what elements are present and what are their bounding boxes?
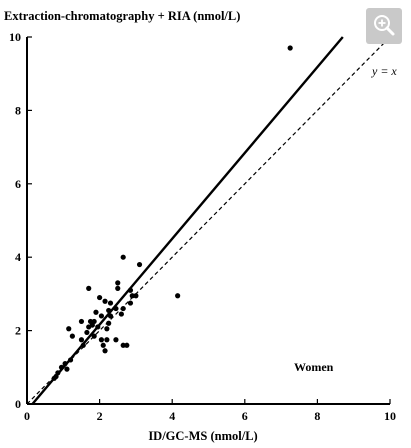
chart-title: Extraction-chromatography + RIA (nmol/L) <box>4 9 240 23</box>
identity-line-label: y = x <box>371 64 397 78</box>
data-point <box>98 337 105 343</box>
data-point <box>106 320 112 326</box>
data-point <box>175 293 181 299</box>
data-point <box>78 318 85 325</box>
y-tick-label: 8 <box>15 103 21 117</box>
data-point <box>120 254 126 260</box>
data-point <box>58 364 65 370</box>
zoom-button[interactable] <box>366 8 402 44</box>
data-point <box>67 357 74 363</box>
data-point <box>136 261 143 268</box>
data-point <box>127 300 134 306</box>
data-point <box>95 324 101 330</box>
identity-line <box>26 36 391 405</box>
data-point <box>98 313 105 319</box>
data-point <box>51 375 57 381</box>
fit-lines <box>26 36 391 405</box>
data-point <box>102 348 108 354</box>
data-point <box>127 287 134 293</box>
data-point <box>104 337 110 343</box>
data-point <box>64 366 70 372</box>
x-tick-label: 0 <box>24 409 30 423</box>
x-tick-label: 4 <box>169 409 175 423</box>
data-point <box>129 293 135 299</box>
x-tick-label: 8 <box>314 409 320 423</box>
data-point <box>91 333 97 339</box>
data-point <box>97 294 103 301</box>
data-point <box>102 298 108 304</box>
data-point <box>93 309 99 315</box>
y-tick-label: 10 <box>9 30 21 44</box>
data-point <box>120 342 126 348</box>
data-point <box>107 300 114 306</box>
data-point <box>115 285 121 291</box>
data-point <box>84 329 90 336</box>
data-point <box>133 293 139 299</box>
zoom-in-icon <box>374 15 395 36</box>
data-point <box>120 305 126 312</box>
data-point <box>124 342 130 348</box>
data-point <box>113 337 119 343</box>
y-tick-label: 2 <box>15 324 21 338</box>
data-point <box>106 307 112 314</box>
x-tick-label: 6 <box>242 409 248 423</box>
y-tick-label: 6 <box>15 177 21 191</box>
data-point <box>62 361 68 367</box>
data-point <box>107 313 114 319</box>
data-point <box>80 342 86 348</box>
x-tick-label: 2 <box>97 409 103 423</box>
data-points <box>51 45 293 381</box>
data-point <box>78 337 85 343</box>
group-label: Women <box>294 360 334 374</box>
data-point <box>115 280 121 286</box>
data-point <box>66 326 72 332</box>
axes: 0 2 4 6 8 10 0 2 4 6 8 10 <box>9 30 396 423</box>
x-axis-title: ID/GC-MS (nmol/L) <box>148 429 257 443</box>
data-point <box>118 311 124 317</box>
data-point <box>86 285 92 291</box>
regression-line <box>31 36 344 405</box>
data-point <box>113 305 119 312</box>
data-point <box>100 342 106 348</box>
y-tick-label: 0 <box>15 397 21 411</box>
x-tick-label: 10 <box>384 409 396 423</box>
data-point <box>287 45 293 51</box>
data-point <box>69 333 75 339</box>
data-point <box>104 326 110 332</box>
y-tick-label: 4 <box>15 250 21 264</box>
data-point <box>86 324 92 330</box>
